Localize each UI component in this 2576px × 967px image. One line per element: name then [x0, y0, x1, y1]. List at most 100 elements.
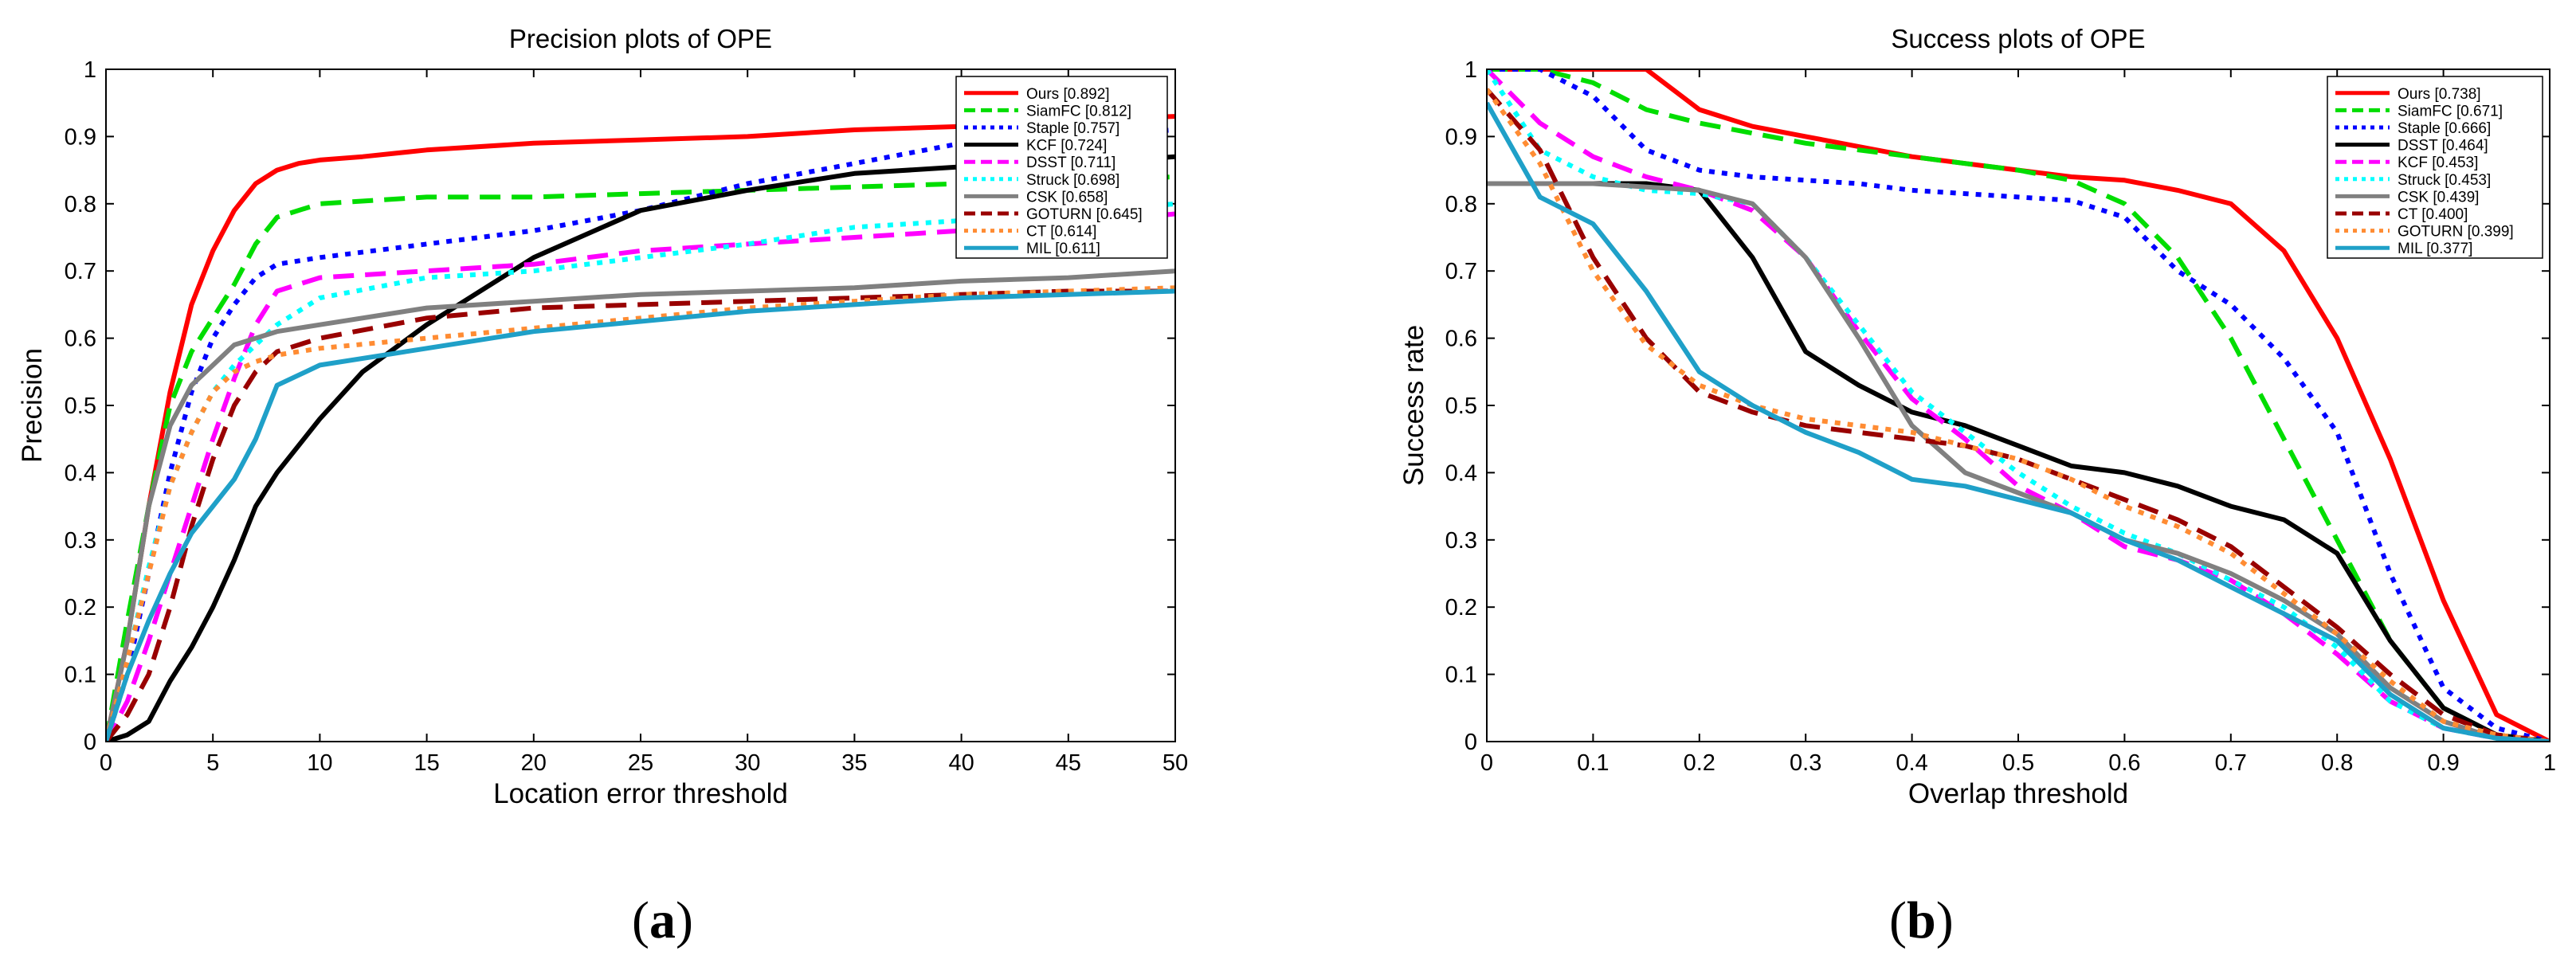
y-tick-label: 0.6	[65, 327, 96, 352]
series-line-mil	[1487, 101, 2550, 742]
y-tick-label: 0.8	[65, 192, 96, 217]
series-line-csk	[106, 268, 1175, 742]
legend: Ours [0.892]SiamFC [0.812]Staple [0.757]…	[955, 76, 1168, 259]
caption-a: (a)	[632, 891, 693, 949]
chart-title: Success plots of OPE	[1891, 24, 2145, 53]
series-line-mil	[106, 288, 1175, 742]
y-tick-label: 0.6	[1445, 327, 1477, 352]
series-line-ct	[106, 285, 1175, 742]
x-tick-label: 1	[2543, 750, 2556, 776]
x-tick-label: 10	[307, 750, 332, 776]
series-line-kcf	[106, 154, 1175, 742]
y-tick-label: 0.3	[1445, 528, 1477, 554]
legend-label: CT [0.400]	[2398, 206, 2468, 223]
series-line-siamfc	[106, 174, 1175, 742]
series-line-kcf	[1487, 69, 2550, 742]
y-tick-label: 0.1	[1445, 663, 1477, 688]
y-tick-label: 0.5	[65, 393, 96, 419]
legend-label: Staple [0.666]	[2398, 120, 2491, 137]
series-group	[106, 114, 1175, 742]
x-tick-label: 0.4	[1896, 750, 1927, 776]
y-tick-label: 0.5	[1445, 393, 1477, 419]
legend-box	[2327, 76, 2543, 259]
series-line-struck	[1487, 69, 2550, 742]
x-tick-label: 5	[206, 750, 219, 776]
x-axis-label: Overlap threshold	[1908, 778, 2128, 809]
x-tick-label: 50	[1163, 750, 1188, 776]
series-group	[1487, 69, 2550, 742]
axes-box	[105, 69, 1176, 742]
y-tick-label: 0.7	[1445, 259, 1477, 284]
legend-label: DSST [0.464]	[2398, 138, 2488, 155]
x-tick-label: 0	[100, 750, 112, 776]
x-tick-label: 0.2	[1684, 750, 1715, 776]
y-tick-label: 0.8	[1445, 192, 1477, 217]
x-tick-label: 0.7	[2215, 750, 2247, 776]
legend-label: Struck [0.453]	[2398, 172, 2491, 189]
y-tick-label: 0.2	[65, 595, 96, 621]
caption-b: (b)	[1889, 891, 1954, 949]
y-tick-label: 0.4	[65, 460, 96, 486]
legend-label: Struck [0.698]	[1026, 172, 1119, 189]
legend-label: CSK [0.658]	[1026, 189, 1108, 206]
caption-b-text: b	[1906, 891, 1936, 949]
y-tick-label: 0.3	[65, 528, 96, 554]
legend: Ours [0.738]SiamFC [0.671]Staple [0.666]…	[2327, 76, 2543, 259]
axes-box	[1486, 69, 2551, 742]
x-tick-label: 20	[521, 750, 547, 776]
y-tick-label: 0.9	[1445, 124, 1477, 150]
y-tick-label: 0.1	[65, 663, 96, 688]
x-tick-label: 15	[414, 750, 439, 776]
legend-label: MIL [0.377]	[2398, 241, 2472, 257]
y-tick-label: 0	[1464, 730, 1477, 755]
y-tick-label: 0.4	[1445, 460, 1477, 486]
series-line-ours	[106, 114, 1175, 742]
legend-label: DSST [0.711]	[1026, 155, 1115, 171]
x-tick-label: 0.5	[2002, 750, 2034, 776]
y-tick-label: 0.7	[65, 259, 96, 284]
x-tick-label: 0.6	[2108, 750, 2140, 776]
legend-label: CSK [0.439]	[2398, 189, 2479, 206]
caption-a-text: a	[649, 891, 676, 949]
y-tick-label: 0.2	[1445, 595, 1477, 621]
legend-label: GOTURN [0.399]	[2398, 224, 2514, 241]
x-tick-label: 40	[948, 750, 974, 776]
legend-label: SiamFC [0.812]	[1026, 103, 1131, 119]
y-tick-label: 0	[84, 730, 96, 755]
legend-label: SiamFC [0.671]	[2398, 103, 2503, 119]
series-line-csk	[1487, 181, 2550, 742]
legend-box	[955, 76, 1168, 259]
chart-title: Precision plots of OPE	[509, 24, 772, 53]
x-tick-label: 25	[628, 750, 653, 776]
series-line-goturn	[1487, 88, 2550, 742]
x-tick-label: 0.1	[1577, 750, 1609, 776]
x-tick-label: 0.8	[2321, 750, 2353, 776]
legend-label: Ours [0.892]	[1026, 86, 1110, 103]
y-tick-label: 0.9	[65, 124, 96, 150]
y-axis-label: Success rate	[1398, 325, 1429, 486]
series-line-staple	[1487, 69, 2550, 742]
y-axis-label: Precision	[17, 348, 48, 463]
y-tick-label: 1	[1464, 57, 1477, 83]
legend-label: KCF [0.453]	[2398, 155, 2478, 171]
x-tick-label: 0	[1480, 750, 1493, 776]
x-tick-label: 0.9	[2427, 750, 2459, 776]
legend-label: CT [0.614]	[1026, 224, 1096, 241]
series-line-goturn	[106, 288, 1175, 742]
x-tick-label: 35	[841, 750, 867, 776]
x-tick-label: 0.3	[1790, 750, 1821, 776]
legend-label: KCF [0.724]	[1026, 138, 1107, 155]
x-tick-label: 45	[1056, 750, 1081, 776]
x-tick-label: 30	[735, 750, 760, 776]
x-axis-label: Location error threshold	[493, 778, 788, 809]
chart-success: Success plots of OPE 0 0.1 0.2 0.3 0.4 0.5 0.6 0…	[1398, 24, 2556, 809]
legend-label: Staple [0.757]	[1026, 120, 1119, 137]
legend-label: Ours [0.738]	[2398, 86, 2481, 103]
y-tick-label: 1	[84, 57, 96, 83]
series-line-staple	[106, 127, 1175, 742]
series-line-struck	[106, 201, 1175, 742]
legend-label: MIL [0.611]	[1026, 241, 1100, 257]
legend-label: GOTURN [0.645]	[1026, 206, 1143, 223]
